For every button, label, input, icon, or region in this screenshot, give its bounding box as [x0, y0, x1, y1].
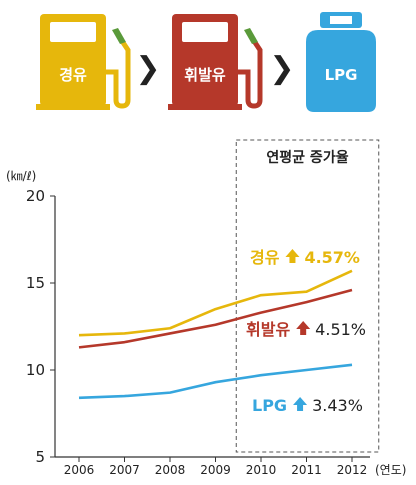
annotation-growth-value: 3.43%: [312, 396, 363, 415]
x-axis-unit: (연도): [375, 463, 406, 477]
series-line-0: [78, 269, 353, 337]
series-line-2: [78, 363, 353, 400]
series-line-1: [78, 288, 353, 349]
y-axis-unit: (㎞/ℓ): [6, 169, 36, 183]
diesel-pump-icon: 경유: [36, 14, 131, 110]
x-tick-label: 2011: [291, 463, 322, 477]
annotation-fuel-label: 경유: [250, 248, 280, 267]
x-tick-label: 2010: [246, 463, 277, 477]
y-tick-label: 15: [26, 274, 45, 292]
chart-axes: (㎞/ℓ) (연도): [6, 169, 406, 477]
up-arrow-icon: [293, 397, 308, 411]
y-tick-label: 5: [35, 448, 45, 466]
header-icons: 경유 ❯ 휘발유 ❯ LPG: [36, 12, 376, 112]
lpg-cylinder-label: LPG: [325, 66, 358, 84]
x-tick-label: 2008: [155, 463, 186, 477]
x-tick-label: 2007: [109, 463, 140, 477]
annotation-fuel-label: LPG: [252, 396, 287, 415]
diesel-pump-label: 경유: [59, 66, 87, 84]
y-tick-label: 20: [26, 187, 45, 205]
growth-rate-title: 연평균 증가율: [266, 149, 348, 166]
up-arrow-icon: [296, 321, 311, 335]
growth-annotation: LPG 3.43%: [252, 396, 363, 415]
up-arrow-icon: [285, 249, 300, 263]
chevron-right-icon: ❯: [269, 51, 294, 86]
annotation-fuel-label: 휘발유: [246, 320, 290, 339]
x-tick-label: 2006: [64, 463, 95, 477]
y-tick-label: 10: [26, 361, 45, 379]
gasoline-pump-icon: 휘발유: [168, 14, 263, 110]
annotation-growth-value: 4.51%: [315, 320, 366, 339]
x-tick-label: 2012: [337, 463, 368, 477]
growth-annotation: 휘발유 4.51%: [246, 320, 366, 339]
chevron-right-icon: ❯: [135, 51, 160, 86]
lpg-cylinder-icon: LPG: [306, 12, 376, 112]
growth-annotation: 경유 4.57%: [250, 248, 360, 267]
x-tick-label: 2009: [200, 463, 231, 477]
annotation-growth-value: 4.57%: [304, 248, 360, 267]
growth-rate-box: [235, 139, 380, 453]
gasoline-pump-label: 휘발유: [184, 66, 226, 84]
